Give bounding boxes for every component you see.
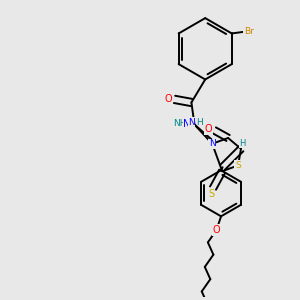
- Text: O: O: [204, 124, 212, 134]
- Text: S: S: [208, 189, 214, 199]
- Text: N: N: [209, 139, 216, 148]
- Text: O: O: [165, 94, 172, 104]
- Text: H: H: [239, 139, 246, 148]
- Text: N: N: [183, 118, 191, 129]
- Text: O: O: [213, 225, 220, 235]
- Text: NH: NH: [173, 118, 187, 127]
- Text: N: N: [188, 118, 195, 127]
- Text: H: H: [196, 118, 202, 127]
- Text: S: S: [235, 161, 241, 170]
- Text: Br: Br: [244, 27, 254, 36]
